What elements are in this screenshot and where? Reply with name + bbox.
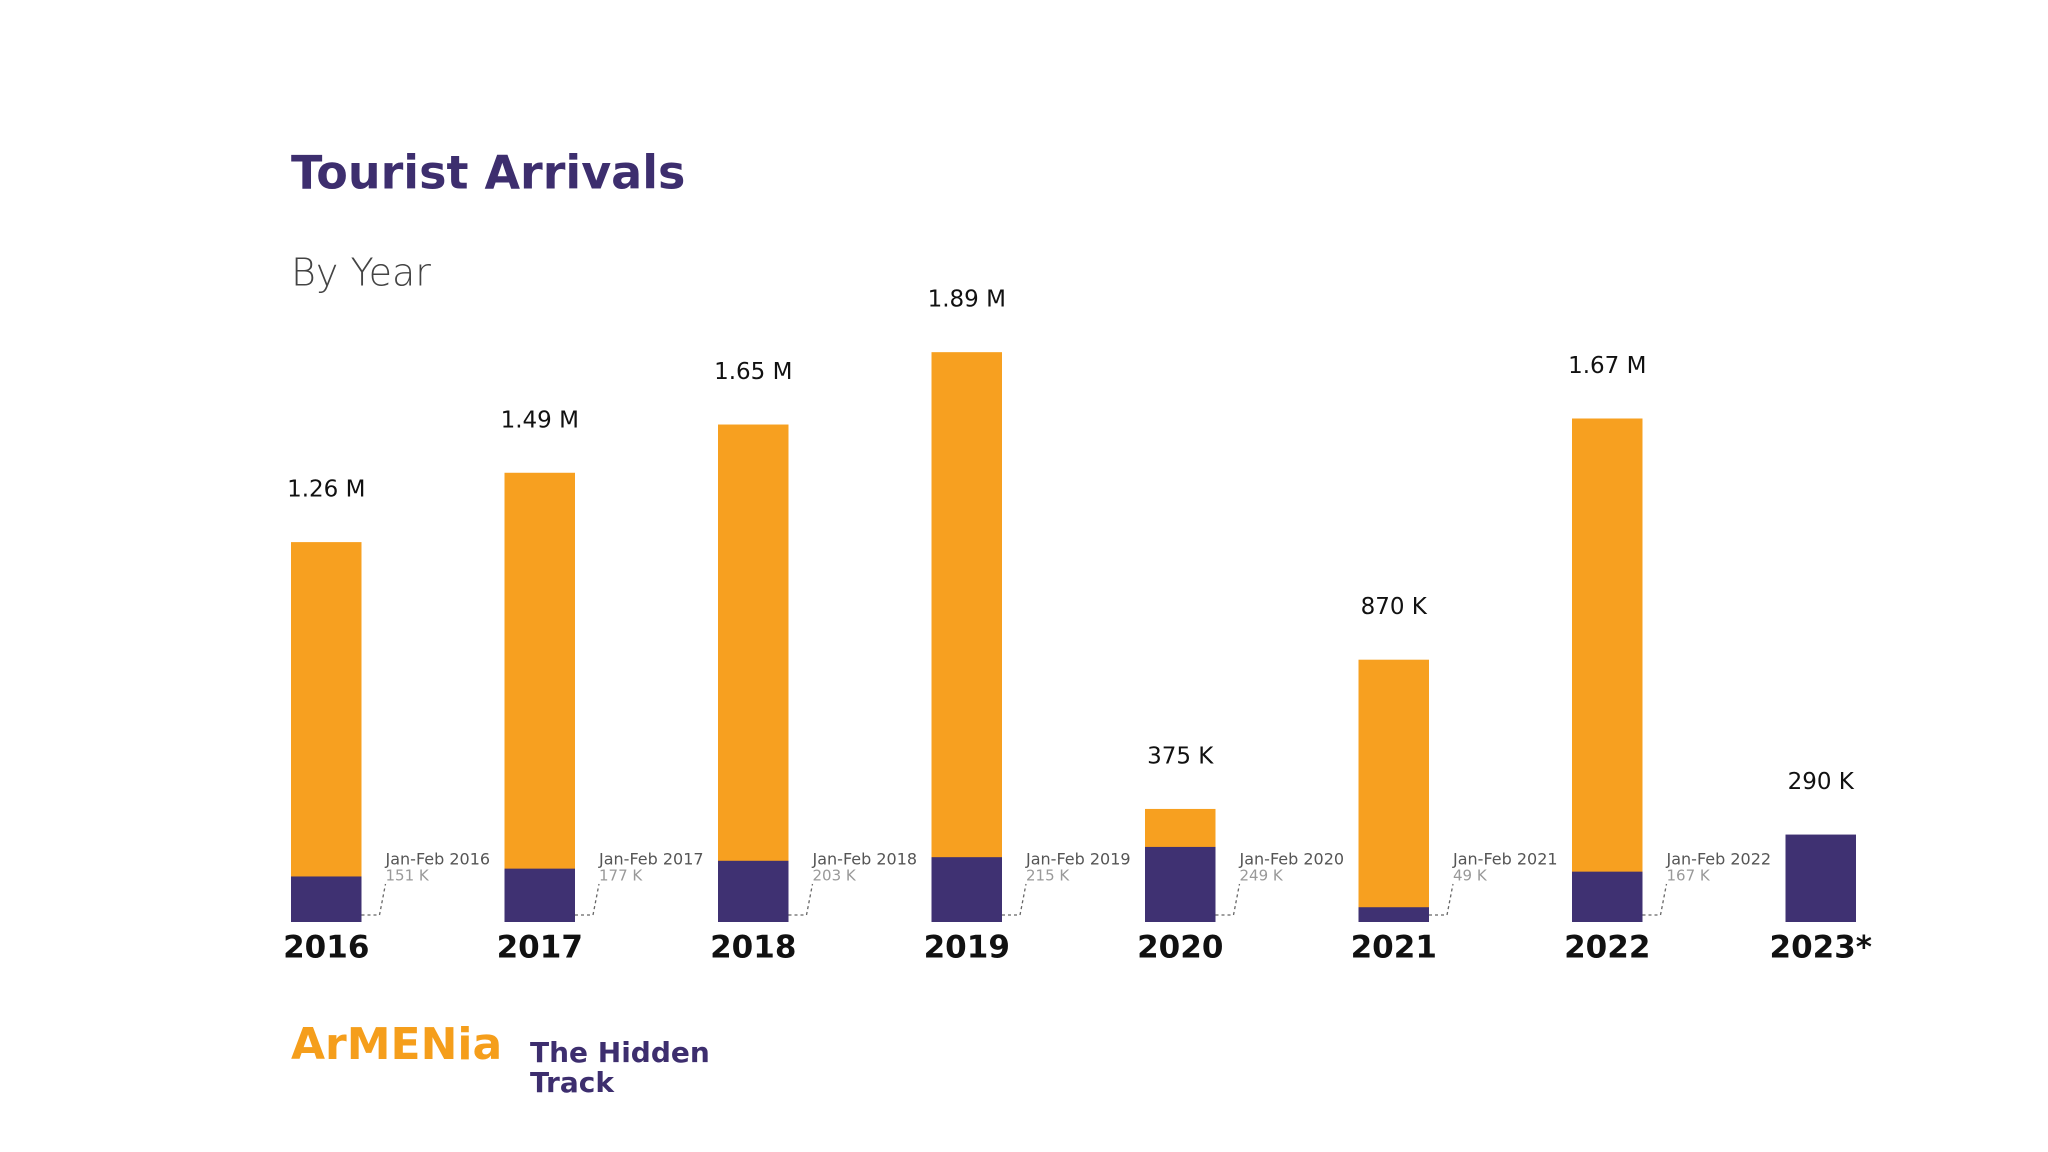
value-label: 1.26 M <box>287 477 365 503</box>
bar <box>1785 834 1856 922</box>
annotation: Jan-Feb 2022 <box>1666 850 1772 869</box>
bar <box>1145 846 1216 922</box>
value-label: 290 K <box>1788 769 1855 795</box>
connector <box>788 883 814 916</box>
x-tick-label: 2018 <box>710 930 796 966</box>
value-label-small: 167 K <box>1667 867 1711 885</box>
bar <box>1572 871 1643 922</box>
annotation: Jan-Feb 2020 <box>1239 850 1345 869</box>
value-label: 870 K <box>1361 594 1428 620</box>
bar <box>504 868 575 922</box>
chart-subtitle: By Year <box>291 251 431 295</box>
value-label: 1.67 M <box>1568 353 1646 379</box>
bar <box>291 876 362 922</box>
bar <box>291 542 362 922</box>
connector <box>361 883 387 916</box>
x-tick-label: 2023* <box>1770 930 1873 966</box>
connector <box>1215 883 1241 916</box>
bar <box>1572 418 1643 922</box>
x-tick-label: 2017 <box>497 930 583 966</box>
x-tick-label: 2019 <box>924 930 1010 966</box>
bar <box>931 857 1002 922</box>
annotation: Jan-Feb 2018 <box>812 850 918 869</box>
value-label: 1.89 M <box>928 287 1006 313</box>
logo-tagline: Track <box>530 1066 615 1099</box>
x-tick-label: 2020 <box>1137 930 1223 966</box>
connector <box>1429 883 1454 916</box>
bar <box>931 352 1002 922</box>
logo-brand: ArMENia <box>291 1019 502 1070</box>
value-label: 375 K <box>1147 743 1214 769</box>
bar <box>1358 659 1429 922</box>
value-label: 1.65 M <box>714 359 792 385</box>
value-label: 1.49 M <box>501 407 579 433</box>
x-tick-label: 2022 <box>1564 930 1650 966</box>
bar <box>504 472 575 922</box>
value-label-small: 49 K <box>1453 867 1488 885</box>
value-label-small: 177 K <box>599 867 643 885</box>
connector <box>575 883 600 916</box>
bar <box>1358 907 1429 922</box>
bar <box>718 860 789 922</box>
connector <box>1642 883 1668 916</box>
bar <box>718 424 789 922</box>
annotation: Jan-Feb 2019 <box>1025 850 1131 869</box>
annotation: Jan-Feb 2021 <box>1452 850 1558 869</box>
chart-title: Tourist Arrivals <box>291 146 685 200</box>
x-tick-label: 2021 <box>1351 930 1437 966</box>
value-label-small: 249 K <box>1240 867 1284 885</box>
value-label-small: 151 K <box>386 867 430 885</box>
x-tick-label: 2016 <box>283 930 369 966</box>
value-label-small: 215 K <box>1026 867 1070 885</box>
value-label-small: 203 K <box>813 867 857 885</box>
annotation: Jan-Feb 2016 <box>385 850 491 869</box>
connector <box>1002 883 1027 916</box>
annotation: Jan-Feb 2017 <box>598 850 704 869</box>
logo-tagline: The Hidden <box>530 1036 710 1069</box>
